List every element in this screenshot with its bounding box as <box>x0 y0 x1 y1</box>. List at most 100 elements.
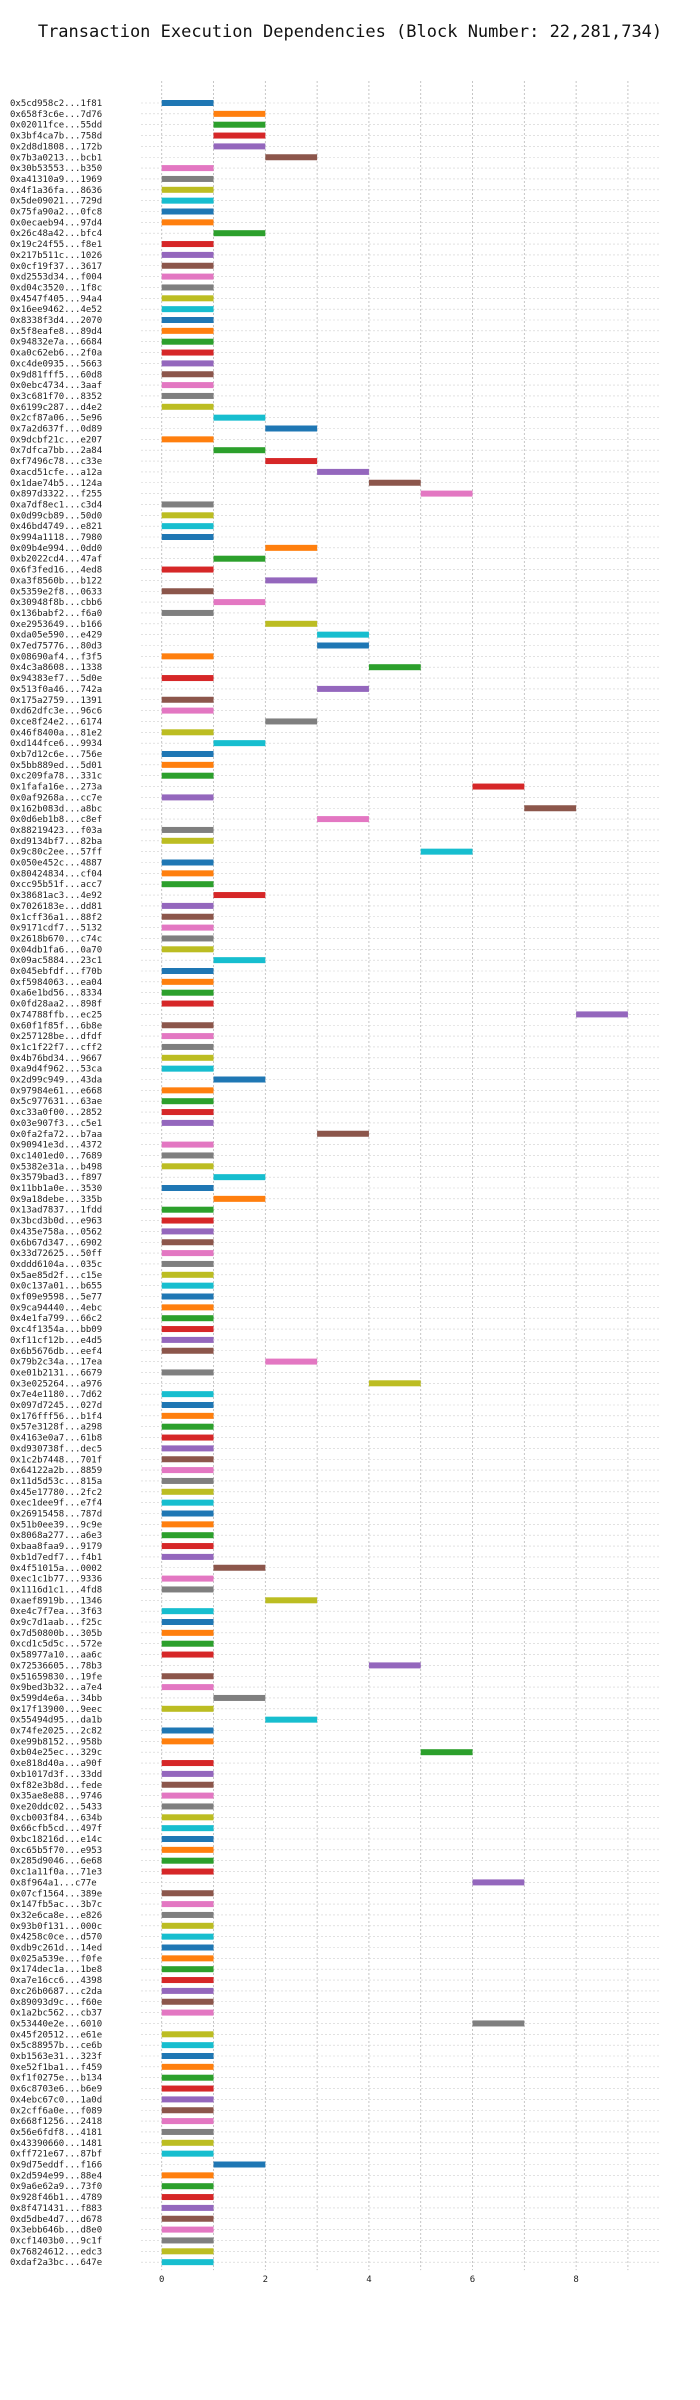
transaction-label: 0x26c48a42...bfc4 <box>10 229 102 239</box>
transaction-bar <box>161 1109 214 1116</box>
transaction-bar <box>265 425 318 432</box>
transaction-bar <box>213 555 266 562</box>
transaction-bar <box>161 2194 214 2201</box>
transaction-bar <box>161 1065 214 1072</box>
transaction-label: 0x7e4e1180...7d62 <box>10 1390 102 1400</box>
transaction-label: 0x94832e7a...6684 <box>10 338 102 348</box>
transaction-label: 0x994a1118...7980 <box>10 533 102 543</box>
transaction-bar <box>161 1467 214 1474</box>
transaction-bar <box>524 805 577 812</box>
transaction-label: 0x64122a2b...8859 <box>10 1466 102 1476</box>
transaction-label: 0x7ed75776...80d3 <box>10 642 102 652</box>
transaction-label: 0x4e1fa799...66c2 <box>10 1314 102 1324</box>
transaction-label: 0x07cf1564...389e <box>10 1889 102 1899</box>
transaction-label: 0xddd6104a...035c <box>10 1260 102 1270</box>
transaction-label: 0x45e17780...2fc2 <box>10 1488 102 1498</box>
transaction-label: 0xcd1c5d5c...572e <box>10 1640 102 1650</box>
transaction-bar <box>161 1250 214 1257</box>
transaction-label: 0x02011fce...55dd <box>10 121 102 131</box>
transaction-label: 0x435e758a...0562 <box>10 1227 102 1237</box>
transaction-bar <box>161 1738 214 1745</box>
transaction-label: 0xd2553d34...f004 <box>10 273 102 283</box>
transaction-bar <box>161 1977 214 1984</box>
transaction-label: 0x7026183e...dd81 <box>10 902 102 912</box>
transaction-bar <box>161 186 214 193</box>
transaction-label: 0x5bb889ed...5d01 <box>10 761 102 771</box>
transaction-label: 0x513f0a46...742a <box>10 685 102 695</box>
transaction-label: 0xf82e3b8d...fede <box>10 1781 102 1791</box>
transaction-label: 0x5c88957b...ce6b <box>10 2041 102 2051</box>
x-tick-labels: 0 2 4 6 8 <box>159 2275 579 2285</box>
transaction-label: 0x4f51015a...0002 <box>10 1564 102 1574</box>
transaction-bar <box>161 251 214 258</box>
transaction-label: 0xe52f1ba1...f459 <box>10 2063 102 2073</box>
transaction-bar <box>161 837 214 844</box>
transaction-label: 0xa41310a9...1969 <box>10 175 102 185</box>
transaction-bar <box>161 2226 214 2233</box>
transaction-label: 0x0d99cb89...50d0 <box>10 511 102 521</box>
transaction-label: 0x16ee9462...4e52 <box>10 305 102 315</box>
transaction-bar <box>265 1358 318 1365</box>
transaction-label: 0xe2953649...b166 <box>10 620 102 630</box>
transaction-bar <box>161 1640 214 1647</box>
transaction-label: 0xcb003f84...634b <box>10 1813 102 1823</box>
transaction-label: 0x35ae8e88...9746 <box>10 1792 102 1802</box>
transaction-bar <box>161 859 214 866</box>
transaction-label: 0xc33a0f00...2852 <box>10 1108 102 1118</box>
bars <box>161 100 628 2266</box>
transaction-bar <box>161 197 214 204</box>
transaction-bar <box>161 2128 214 2135</box>
transaction-bar <box>161 1673 214 1680</box>
transaction-label: 0x0fa2fa72...b7aa <box>10 1130 102 1140</box>
transaction-bar <box>576 1011 628 1018</box>
transaction-label: 0xb1017d3f...33dd <box>10 1770 102 1780</box>
transaction-label: 0x8f964a1...c77e <box>10 1878 97 1888</box>
transaction-label: 0x11d5d53c...815a <box>10 1477 102 1487</box>
transaction-bar <box>161 1944 214 1951</box>
transaction-bar <box>161 1163 214 1170</box>
transaction-bar <box>161 1033 214 1040</box>
transaction-bar <box>161 1575 214 1582</box>
transaction-label: 0xacd51cfe...a12a <box>10 468 102 478</box>
transaction-label: 0xf1f0275e...b134 <box>10 2074 102 2084</box>
transaction-label: 0x08690af4...f3f5 <box>10 652 102 662</box>
transaction-label: 0xa9d4f962...53ca <box>10 1065 102 1075</box>
transaction-bar <box>161 1521 214 1528</box>
transaction-label: 0x0ecaeb94...97d4 <box>10 218 102 228</box>
transaction-label: 0x89093d9c...f60e <box>10 1998 102 2008</box>
transaction-bar <box>161 1271 214 1278</box>
transaction-bar <box>161 534 214 540</box>
transaction-label: 0xc1a11f0a...71e3 <box>10 1868 102 1878</box>
transaction-label: 0x4258c0ce...d570 <box>10 1933 102 1943</box>
transaction-label: 0x0af9268a...cc7e <box>10 793 102 803</box>
transaction-bar <box>161 913 214 920</box>
transaction-label: 0x9c80c2ee...57ff <box>10 848 102 858</box>
transaction-bar <box>161 2237 214 2244</box>
transaction-bar <box>161 273 214 280</box>
transaction-label: 0xc26b0687...c2da <box>10 1987 102 1997</box>
transaction-label: 0x4c3a8608...1338 <box>10 663 102 673</box>
transaction-label: 0x050e452c...4887 <box>10 859 102 869</box>
transaction-bar <box>161 241 214 248</box>
transaction-bar <box>161 2053 214 2059</box>
transaction-bar <box>161 1532 214 1539</box>
transaction-label: 0xd9134bf7...82ba <box>10 837 102 847</box>
transaction-bar <box>161 978 214 985</box>
transaction-bar <box>161 761 214 768</box>
transaction-label: 0x599d4e6a...34bb <box>10 1694 102 1704</box>
transaction-bar <box>161 1456 214 1463</box>
transaction-bar <box>420 1749 473 1756</box>
transaction-label: 0xa7e16cc6...4398 <box>10 1976 102 1986</box>
transaction-label: 0x76824612...edc3 <box>10 2247 102 2257</box>
transaction-label: 0x19c24f55...f8e1 <box>10 240 102 250</box>
transaction-bar <box>420 490 473 497</box>
transaction-bar <box>161 1901 214 1908</box>
transaction-bar <box>161 512 214 519</box>
transaction-label: 0xb1d7edf7...f4b1 <box>10 1553 102 1563</box>
transaction-bar <box>161 219 214 226</box>
transaction-bar <box>213 892 266 899</box>
transaction-bar <box>161 1727 214 1734</box>
transaction-label: 0x51b0ee39...9c9e <box>10 1520 102 1530</box>
transaction-label: 0xec1c1b77...9336 <box>10 1575 102 1585</box>
transaction-bar <box>472 1879 525 1886</box>
